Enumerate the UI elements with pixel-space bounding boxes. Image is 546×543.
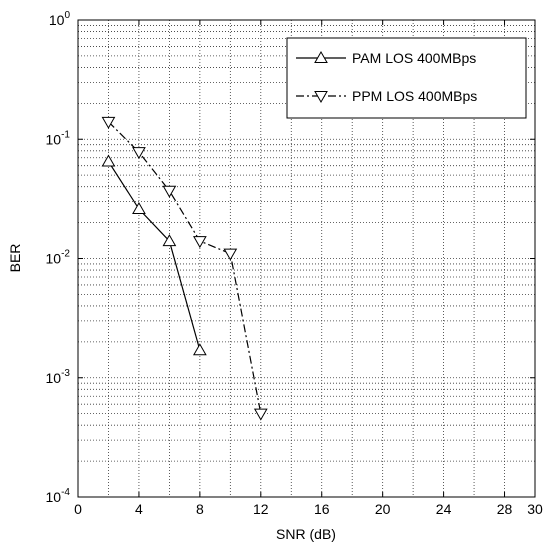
x-tick-label: 30 bbox=[527, 501, 543, 517]
data-point bbox=[101, 116, 116, 129]
x-axis: 0 4 8 12 16 20 24 28 30 bbox=[74, 20, 543, 517]
x-tick-label: 4 bbox=[135, 501, 143, 517]
legend-label: PPM LOS 400MBps bbox=[352, 88, 477, 104]
legend-marker bbox=[314, 50, 328, 63]
data-point bbox=[162, 234, 177, 247]
y-tick-label: 100 bbox=[49, 10, 71, 28]
data-point bbox=[101, 154, 116, 167]
data-point bbox=[223, 248, 238, 261]
x-axis-label: SNR (dB) bbox=[276, 526, 336, 542]
series-2 bbox=[101, 116, 268, 421]
legend-label: PAM LOS 400MBps bbox=[352, 50, 476, 66]
y-axis: 10-4 10-3 10-2 10-1 100 bbox=[46, 10, 535, 505]
x-tick-label: 24 bbox=[436, 501, 452, 517]
legend-item: PAM LOS 400MBps bbox=[296, 50, 476, 66]
legend: PAM LOS 400MBps PPM LOS 400MBps bbox=[286, 37, 527, 119]
x-tick-label: 16 bbox=[314, 501, 330, 517]
legend-marker bbox=[314, 91, 328, 104]
x-tick-label: 8 bbox=[196, 501, 204, 517]
data-point bbox=[132, 147, 146, 160]
data-point bbox=[162, 185, 177, 198]
data-point bbox=[253, 408, 268, 421]
x-tick-label: 20 bbox=[375, 501, 391, 517]
data-point bbox=[193, 343, 207, 356]
y-axis-label: BER bbox=[7, 244, 23, 273]
series-layer bbox=[101, 116, 268, 421]
series-line bbox=[107, 161, 201, 351]
x-tick-label: 28 bbox=[497, 501, 513, 517]
y-tick-label: 10-2 bbox=[46, 249, 71, 267]
x-tick-label: 0 bbox=[74, 501, 82, 517]
data-point bbox=[132, 202, 146, 215]
y-tick-label: 10-3 bbox=[46, 368, 71, 386]
data-point bbox=[193, 236, 207, 249]
legend-box bbox=[286, 37, 527, 119]
legend-item: PPM LOS 400MBps bbox=[296, 88, 477, 104]
y-tick-label: 10-4 bbox=[46, 487, 71, 505]
series-1 bbox=[101, 154, 207, 356]
series-line bbox=[108, 121, 262, 414]
y-tick-label: 10-1 bbox=[46, 129, 71, 147]
x-tick-label: 12 bbox=[253, 501, 269, 517]
